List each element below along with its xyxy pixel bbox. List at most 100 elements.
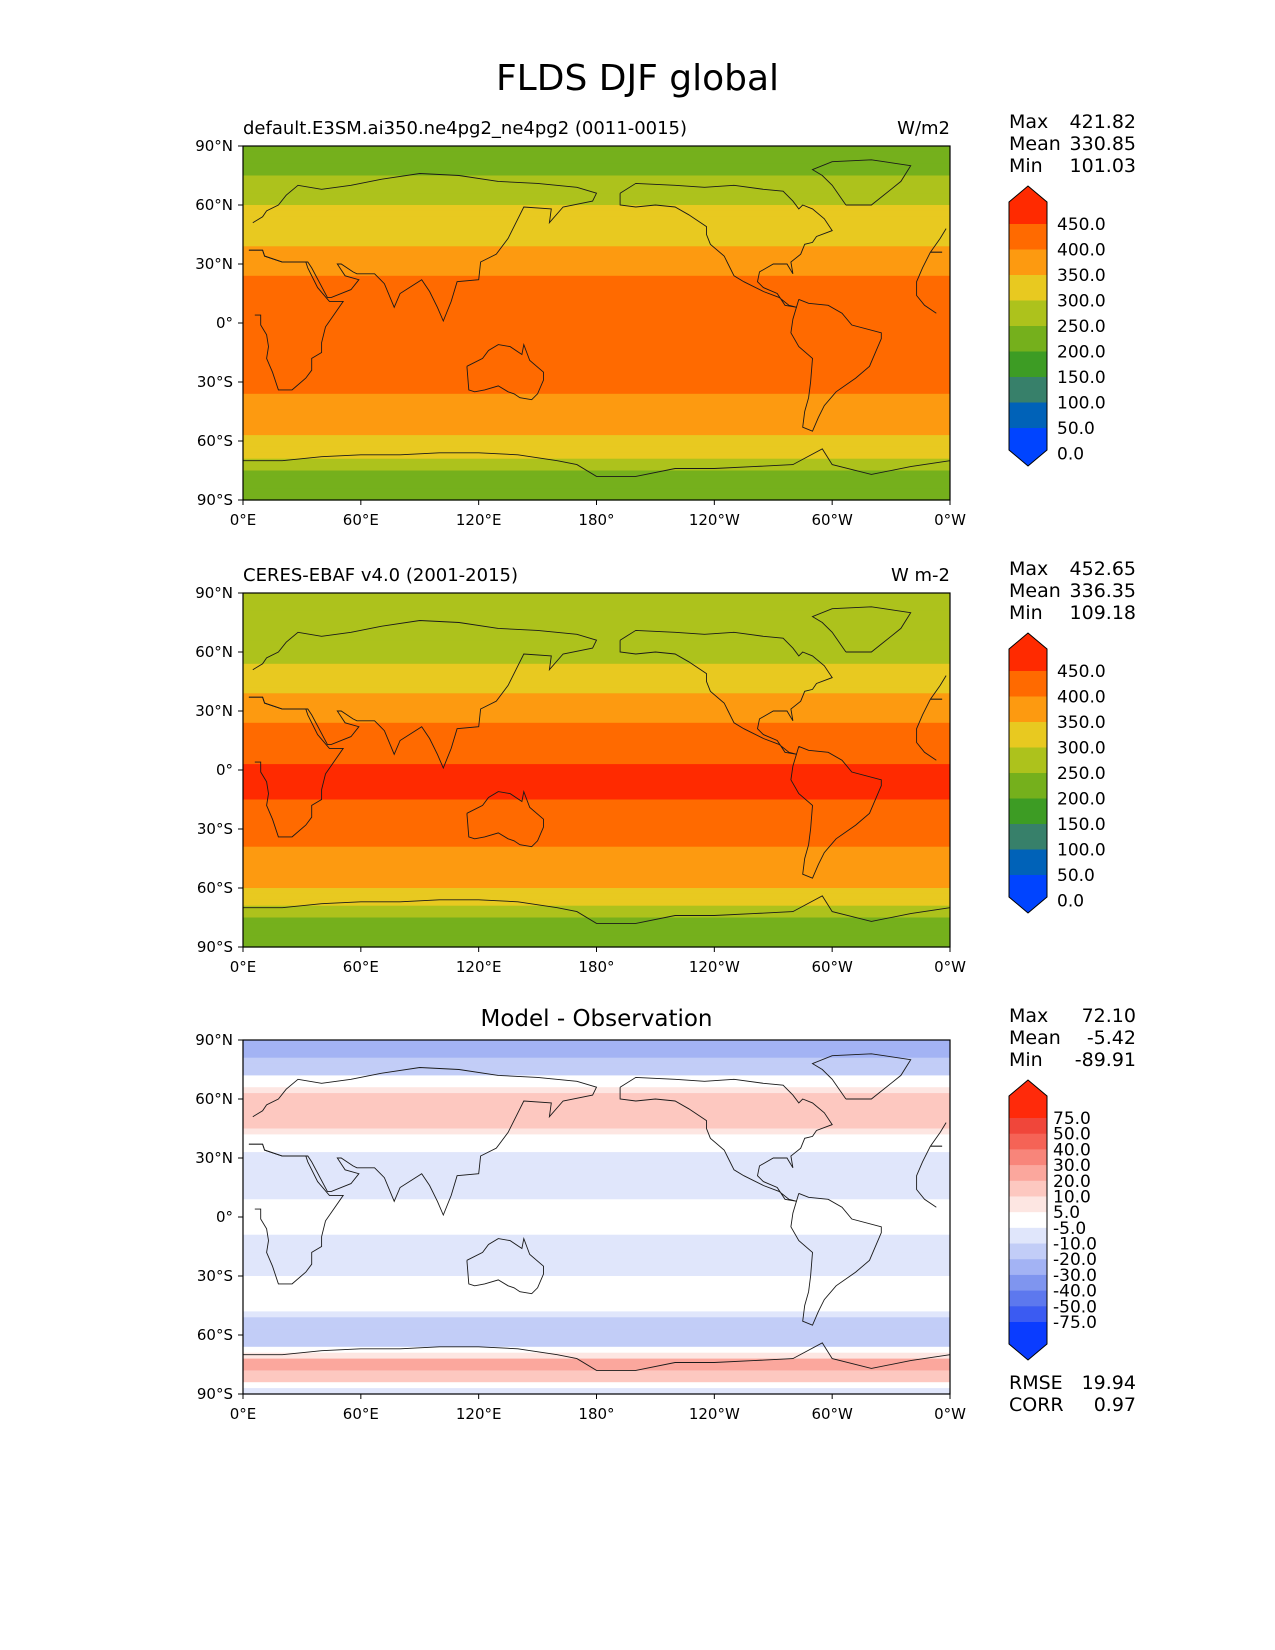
x-tick-label: 120°W xyxy=(689,511,740,529)
colorbar-tick-label: 400.0 xyxy=(1057,241,1106,261)
field-band xyxy=(243,681,950,688)
field-band xyxy=(243,476,950,483)
field-band xyxy=(243,852,950,860)
colorbar-tick-label: 30.0 xyxy=(1053,1156,1091,1176)
field-band xyxy=(243,1299,950,1307)
stat-label: CORR xyxy=(1009,1394,1064,1416)
field-band xyxy=(243,1222,950,1230)
field-band xyxy=(243,1370,950,1377)
colorbar-tick-label: -20.0 xyxy=(1053,1250,1097,1270)
coastline xyxy=(619,182,833,308)
field-band xyxy=(243,1187,950,1194)
x-tick-label: 120°E xyxy=(456,511,502,529)
colorbar-segment xyxy=(1009,798,1047,825)
field-band xyxy=(243,210,950,218)
field-band xyxy=(243,728,950,736)
colorbar-segment xyxy=(1009,849,1047,876)
field-band xyxy=(243,1305,950,1312)
field-band xyxy=(243,441,950,448)
field-band xyxy=(243,1099,950,1106)
field-band xyxy=(243,488,950,495)
field-band xyxy=(243,687,950,694)
field-band xyxy=(243,699,950,706)
field-band xyxy=(243,1152,950,1159)
coastline xyxy=(619,1076,833,1202)
colorbar-tick-label: 50.0 xyxy=(1057,419,1095,439)
field-band xyxy=(243,435,950,442)
colorbar-tick-label: -40.0 xyxy=(1053,1282,1097,1302)
panel2-stats: Max 452.65 Mean 336.35 Min 109.18 xyxy=(1009,558,1136,624)
y-tick-label: 0° xyxy=(216,761,233,779)
field-band xyxy=(243,740,950,747)
field-band xyxy=(243,1122,950,1130)
colorbar-segment xyxy=(1009,747,1047,774)
field-band xyxy=(243,1163,950,1171)
coastline xyxy=(243,448,951,477)
field-band xyxy=(243,834,950,842)
colorbar-tick-label: -75.0 xyxy=(1053,1313,1097,1333)
stat-label: Max xyxy=(1009,558,1049,580)
field-band xyxy=(243,598,950,606)
coastline xyxy=(248,696,943,838)
colorbar-tick-label: 0.0 xyxy=(1057,445,1084,465)
stat-label: Max xyxy=(1009,1005,1049,1027)
x-tick-label: 120°W xyxy=(689,958,740,976)
colorbar-tick-label: 100.0 xyxy=(1057,394,1106,414)
field-band xyxy=(243,370,950,377)
field-band xyxy=(243,393,950,401)
colorbar-tick-label: 350.0 xyxy=(1057,266,1106,286)
field-band xyxy=(243,269,950,277)
x-tick-label: 120°W xyxy=(689,1405,740,1423)
field-band xyxy=(243,376,950,383)
field-band xyxy=(243,1358,950,1366)
colorbar-tick-label: 150.0 xyxy=(1057,815,1106,835)
field-band xyxy=(243,811,950,818)
colorbar-tick-label: 450.0 xyxy=(1057,662,1106,682)
field-band xyxy=(243,1252,950,1259)
field-band xyxy=(243,364,950,371)
field-band xyxy=(243,805,950,812)
colorbar-segment xyxy=(1009,1212,1047,1229)
field-band xyxy=(243,417,950,424)
coastline xyxy=(243,1342,951,1371)
field-band xyxy=(243,1281,950,1289)
field-band xyxy=(243,1063,950,1071)
stat-label: Mean xyxy=(1009,133,1061,155)
stat-label: Mean xyxy=(1009,580,1061,602)
field-band xyxy=(243,382,950,389)
colorbar-segment xyxy=(1009,351,1047,378)
field-band xyxy=(243,1234,950,1242)
field-band xyxy=(243,317,950,324)
field-band xyxy=(243,187,950,194)
field-band xyxy=(243,240,950,247)
panel3-title: Model - Observation xyxy=(480,1006,713,1032)
colorbar-extend-min xyxy=(1009,875,1047,913)
field-band xyxy=(243,181,950,188)
field-band xyxy=(243,610,950,618)
field-band xyxy=(243,929,950,936)
coastline xyxy=(790,745,882,879)
y-tick-label: 60°S xyxy=(197,879,233,897)
field-band xyxy=(243,817,950,824)
colorbar-tick-label: 250.0 xyxy=(1057,764,1106,784)
field-band xyxy=(243,411,950,418)
field-band xyxy=(243,287,950,295)
colorbar-segment xyxy=(1009,1290,1047,1307)
colorbar-tick-label: 10.0 xyxy=(1053,1187,1091,1207)
x-tick-label: 0°E xyxy=(230,958,257,976)
field-band xyxy=(243,675,950,683)
field-band xyxy=(243,793,950,801)
field-band xyxy=(243,882,950,889)
field-band xyxy=(243,716,950,724)
x-tick-label: 180° xyxy=(578,1405,614,1423)
stat-label: Min xyxy=(1009,155,1043,177)
field-band xyxy=(243,1287,950,1295)
field-band xyxy=(243,346,950,354)
x-tick-label: 120°E xyxy=(456,1405,502,1423)
field-band xyxy=(243,399,950,407)
colorbar-tick-label: 75.0 xyxy=(1053,1109,1091,1129)
field-band xyxy=(243,1181,950,1189)
y-tick-label: 30°S xyxy=(197,1267,233,1285)
field-band xyxy=(243,258,950,265)
field-band xyxy=(243,1169,950,1177)
